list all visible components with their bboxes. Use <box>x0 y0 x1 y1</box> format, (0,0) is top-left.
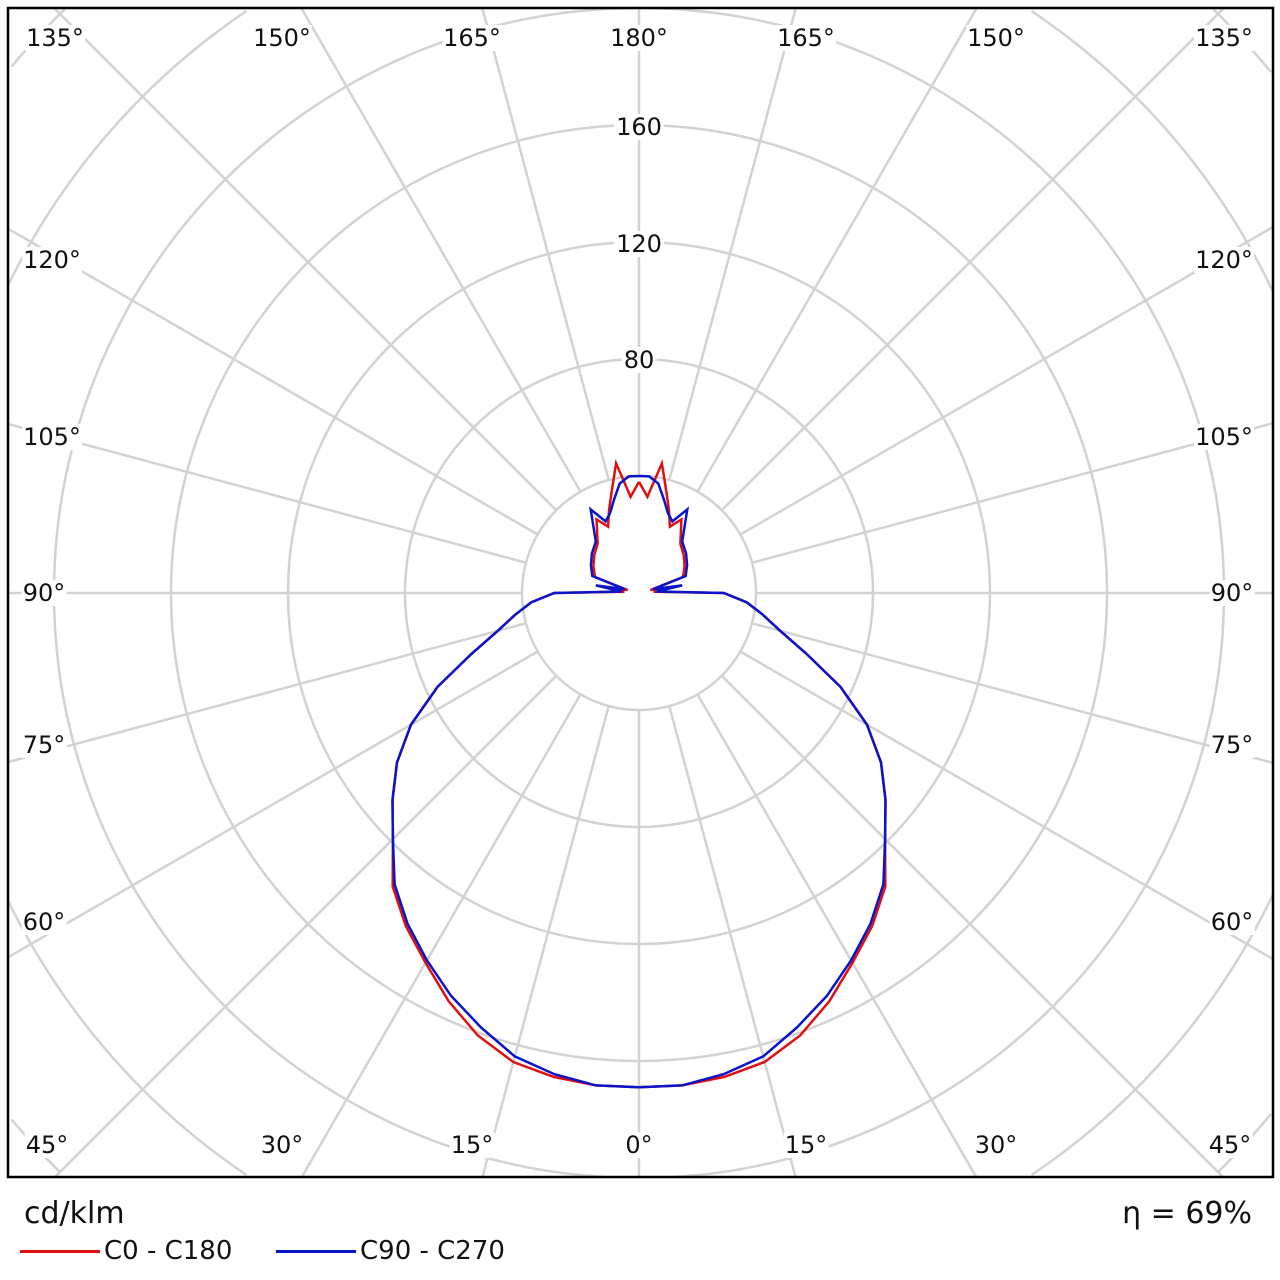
legend-label: C0 - C180 <box>104 1236 233 1266</box>
angle-label: 90° <box>1209 579 1255 607</box>
angle-label: 15° <box>783 1131 829 1159</box>
angle-label: 45° <box>24 1131 70 1159</box>
grid-ring <box>6 9 248 286</box>
grid-spoke <box>696 693 978 1178</box>
angle-label: 60° <box>1209 908 1255 936</box>
grid-spoke <box>720 7 1225 512</box>
radial-tick-label: 160 <box>614 113 664 141</box>
grid-spoke <box>739 225 1274 536</box>
radial-tick-label: 120 <box>614 230 664 258</box>
grid-ring <box>1030 9 1274 292</box>
grid-spoke <box>53 7 558 512</box>
legend-swatch-blue <box>276 1249 356 1253</box>
angle-label: 120° <box>1194 246 1254 274</box>
grid-spoke <box>7 622 527 764</box>
grid-spoke <box>739 650 1274 961</box>
grid-spoke <box>7 227 539 536</box>
angle-label: 30° <box>973 1131 1019 1159</box>
legend-item-c90: C90 - C270 <box>276 1236 505 1266</box>
grid-spoke <box>696 7 978 493</box>
legend-swatch-red <box>20 1249 100 1253</box>
legend-label: C90 - C270 <box>360 1236 505 1266</box>
grid-spoke <box>751 421 1274 564</box>
grid-spoke <box>481 705 610 1178</box>
grid <box>6 6 1274 1179</box>
radial-tick-label: 80 <box>621 346 657 374</box>
angle-label: 180° <box>609 24 669 52</box>
angle-label: 0° <box>624 1131 654 1159</box>
angle-label: 105° <box>22 423 82 451</box>
angle-label: 75° <box>1209 731 1255 759</box>
unit-label: cd/klm <box>24 1196 125 1231</box>
grid-ring <box>6 900 248 1177</box>
angle-label: 105° <box>1194 423 1254 451</box>
legend-item-c0: C0 - C180 <box>20 1236 232 1266</box>
angle-label: 150° <box>252 24 312 52</box>
angle-label: 165° <box>442 24 502 52</box>
grid-spoke <box>720 674 1224 1178</box>
angle-label: 150° <box>966 24 1026 52</box>
grid-spoke <box>300 693 582 1178</box>
efficiency-label: η = 69% <box>1122 1196 1252 1231</box>
angle-label: 30° <box>259 1131 305 1159</box>
angle-label: 165° <box>776 24 836 52</box>
angle-label: 135° <box>1194 24 1254 52</box>
angle-label: 45° <box>1207 1131 1253 1159</box>
grid-spoke <box>668 7 797 481</box>
grid-ring <box>1030 894 1274 1177</box>
angle-label: 60° <box>21 908 67 936</box>
angle-label: 120° <box>22 246 82 274</box>
grid-spoke <box>7 422 527 564</box>
grid-spoke <box>54 674 558 1178</box>
grid-spoke <box>668 705 797 1178</box>
angle-label: 90° <box>21 579 67 607</box>
grid-spoke <box>300 7 582 493</box>
grid-spoke <box>7 650 539 959</box>
angle-label: 75° <box>21 731 67 759</box>
grid-spoke <box>751 622 1274 765</box>
angle-label: 135° <box>25 24 85 52</box>
plot-frame <box>6 6 1275 1179</box>
grid-spoke <box>481 7 610 481</box>
angle-label: 15° <box>449 1131 495 1159</box>
series-line-1 <box>391 474 887 1089</box>
